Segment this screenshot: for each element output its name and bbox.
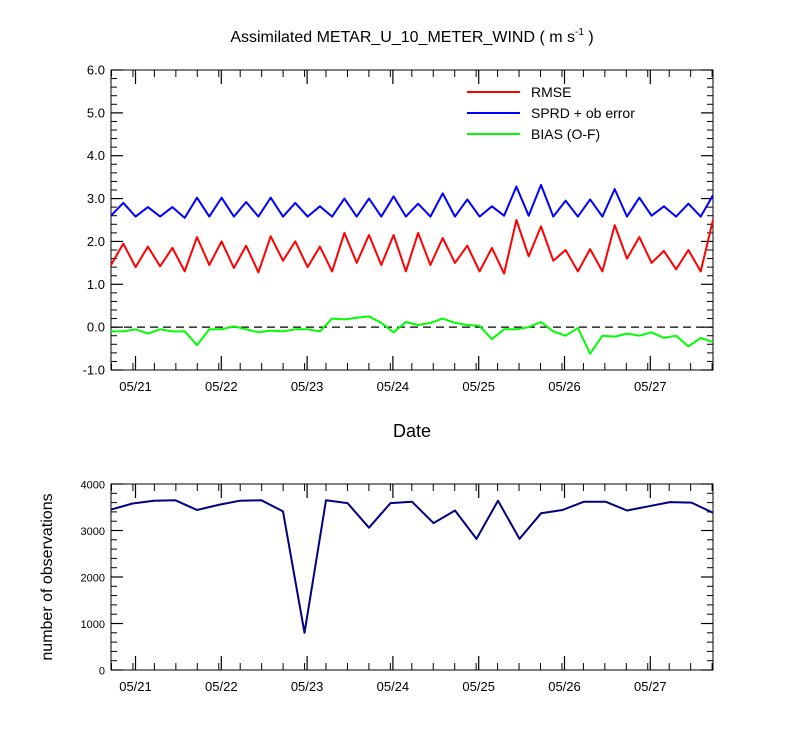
chart-title: Assimilated METAR_U_10_METER_WIND ( m s-… (230, 27, 593, 46)
top-y-tick-label: 4.0 (87, 148, 105, 163)
top-y-tick-label: 1.0 (87, 277, 105, 292)
top-y-tick-label: 6.0 (87, 63, 105, 78)
top-x-tick-label: 05/26 (548, 379, 581, 394)
bottom-y-tick-label: 1000 (81, 619, 105, 631)
legend-label-1: SPRD + ob error (531, 105, 635, 121)
top-x-tick-label: 05/25 (462, 379, 495, 394)
top-x-axis-label: Date (393, 421, 431, 441)
top-x-tick-label: 05/22 (205, 379, 238, 394)
bottom-x-tick-label: 05/25 (462, 679, 495, 694)
top-y-tick-label: 0.0 (87, 320, 105, 335)
top-y-tick-label: 3.0 (87, 191, 105, 206)
bottom-y-axis-label: number of observations (39, 493, 56, 660)
top-y-tick-label: 5.0 (87, 105, 105, 120)
bottom-y-tick-label: 4000 (81, 480, 105, 492)
legend-label-2: BIAS (O-F) (531, 126, 600, 142)
chart-title-main: Assimilated METAR_U_10_METER_WIND ( m s (230, 29, 575, 46)
bottom-chart: 05/21 05/22 05/23 05/24 05/25 05/26 05/27 0 1000… (81, 480, 714, 694)
top-y-tick-label: -1.0 (83, 363, 105, 378)
bottom-plot-frame (110, 483, 714, 671)
bottom-x-tick-label: 05/27 (634, 679, 667, 694)
bottom-x-tick-label: 05/21 (119, 679, 152, 694)
series-line-1 (110, 183, 714, 219)
bottom-x-tick-label: 05/26 (548, 679, 581, 694)
bottom-y-tick-label: 0 (99, 666, 105, 678)
top-x-tick-label: 05/21 (119, 379, 152, 394)
top-x-tick-label: 05/24 (377, 379, 410, 394)
bottom-y-tick-label: 2000 (81, 573, 105, 585)
series-line-2 (111, 315, 714, 355)
observations-line (110, 499, 714, 634)
bottom-y-tick-label: 3000 (81, 526, 105, 538)
series-line-0 (110, 219, 714, 275)
top-chart: 05/21 05/22 05/23 05/24 05/25 05/26 05/27 -1.0 0… (83, 63, 714, 394)
chart-title-superscript: -1 (575, 27, 584, 38)
legend-label-0: RMSE (531, 84, 571, 100)
bottom-x-tick-label: 05/24 (377, 679, 410, 694)
bottom-x-tick-label: 05/22 (205, 679, 238, 694)
top-x-tick-label: 05/23 (291, 379, 324, 394)
chart-title-end: ) (584, 29, 594, 46)
top-y-tick-label: 2.0 (87, 234, 105, 249)
bottom-x-tick-label: 05/23 (291, 679, 324, 694)
top-x-tick-label: 05/27 (634, 379, 667, 394)
